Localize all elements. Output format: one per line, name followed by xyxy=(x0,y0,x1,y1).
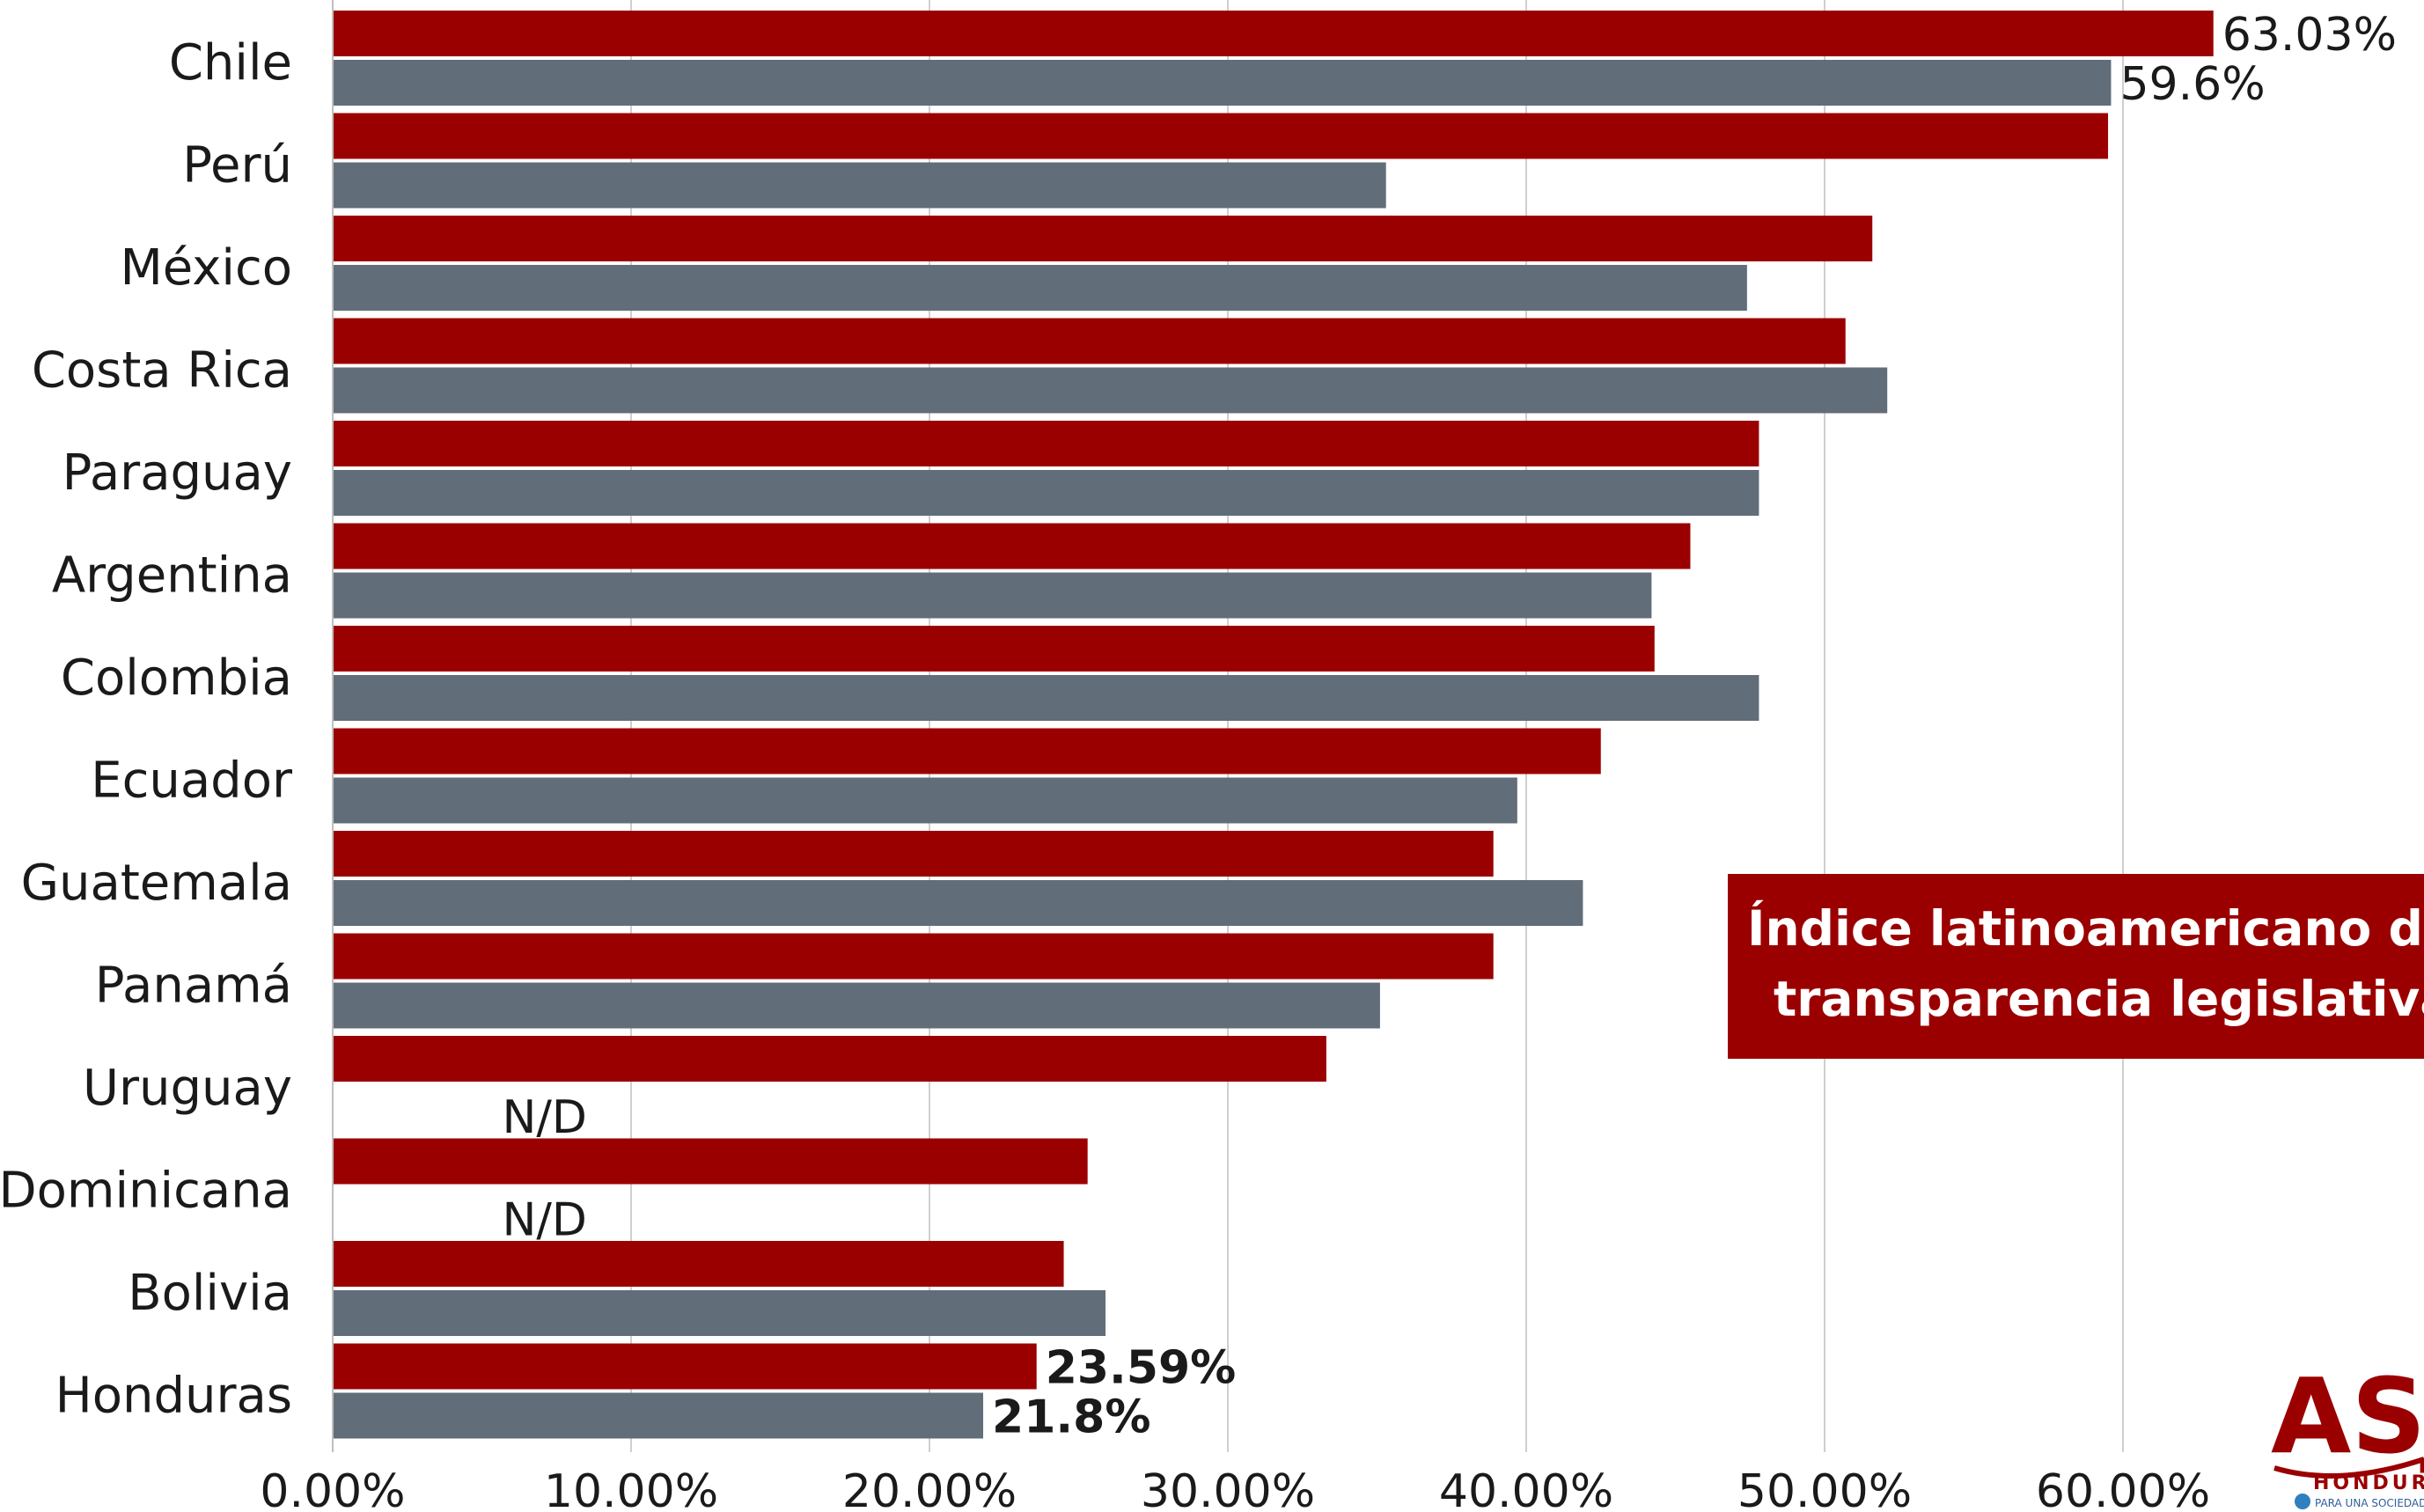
bar-series-2 xyxy=(333,572,1652,619)
x-tick-label: 40.00% xyxy=(1439,1465,1613,1512)
category-label: Dominicana xyxy=(0,1163,292,1220)
bar-series-2 xyxy=(333,265,1747,311)
bar-series-1 xyxy=(333,1343,1037,1390)
data-label: N/D xyxy=(502,1091,586,1144)
logo-letters: ASJ xyxy=(2271,1355,2424,1477)
category-label: Bolivia xyxy=(128,1265,292,1322)
category-label: Paraguay xyxy=(62,444,292,502)
bar-series-2 xyxy=(333,880,1583,926)
data-label: 63.03% xyxy=(2222,9,2397,62)
bar-series-1 xyxy=(333,933,1494,980)
bar-series-1 xyxy=(333,113,2109,159)
bar-series-1 xyxy=(333,523,1691,569)
x-tick-label: 20.00% xyxy=(842,1465,1017,1512)
data-label: 21.8% xyxy=(992,1391,1150,1444)
bar-series-1 xyxy=(333,1036,1326,1082)
logo-subtext: HONDURAS xyxy=(2313,1472,2424,1494)
bar-series-2 xyxy=(333,470,1759,516)
x-tick-label: 50.00% xyxy=(1737,1465,1912,1512)
data-labels: 63.03%59.6% N/D N/D 23.59%21.8% xyxy=(502,9,2397,1444)
category-label: Uruguay xyxy=(83,1060,292,1117)
logo-globe-icon xyxy=(2295,1494,2310,1509)
bar-series-2 xyxy=(333,675,1759,721)
data-label: 23.59% xyxy=(1046,1342,1237,1395)
bar-series-2 xyxy=(333,982,1380,1029)
bar-series-1 xyxy=(333,626,1655,672)
bar-series-2 xyxy=(333,162,1386,209)
bar-series-1 xyxy=(333,421,1759,466)
bar-series-1 xyxy=(333,728,1601,774)
category-labels: Chile Perú México Costa Rica Paraguay Argenti… xyxy=(0,34,293,1425)
bar-series-2 xyxy=(333,367,1888,414)
x-axis-ticks: 0.00% 10.00% 20.00% 30.00% 40.00% 50.00% 60.00… xyxy=(260,1465,2210,1512)
x-tick-label: 10.00% xyxy=(544,1465,718,1512)
chart-title-line-1: Índice latinoamericano de xyxy=(1747,900,2424,957)
data-label: 59.6% xyxy=(2119,58,2265,111)
chart-title: Índice latinoamericano de transparencia … xyxy=(1728,874,2424,1059)
bar-series-2 xyxy=(333,1290,1106,1336)
data-label: N/D xyxy=(502,1194,586,1247)
category-label: Ecuador xyxy=(91,752,293,810)
category-label: Honduras xyxy=(55,1368,292,1425)
category-label: Perú xyxy=(182,137,292,195)
category-label: Panamá xyxy=(95,958,292,1015)
category-label: Guatemala xyxy=(21,855,292,912)
category-label: Chile xyxy=(169,34,292,92)
asj-logo: ASJ HONDURAS PARA UNA SOCIEDAD MÁS JUSTA xyxy=(2271,1355,2424,1509)
category-label: Costa Rica xyxy=(32,342,292,400)
logo-tagline: PARA UNA SOCIEDAD MÁS JUSTA xyxy=(2315,1496,2424,1509)
bar-series-1 xyxy=(333,1241,1064,1287)
x-tick-label: 30.00% xyxy=(1141,1465,1315,1512)
bar-series-2 xyxy=(333,777,1517,824)
bar-series-1 xyxy=(333,318,1846,364)
bar-series-1 xyxy=(333,216,1873,261)
x-tick-label: 0.00% xyxy=(260,1465,405,1512)
bars xyxy=(333,11,2214,1439)
category-label: México xyxy=(120,239,292,297)
chart-title-line-2: transparencia legislativa xyxy=(1774,971,2424,1027)
bar-series-1 xyxy=(333,1138,1088,1185)
bar-series-2 xyxy=(333,1392,984,1439)
logo-swoosh xyxy=(2273,1457,2424,1479)
bar-series-2 xyxy=(333,60,2112,106)
category-label: Argentina xyxy=(52,547,292,605)
bar-series-1 xyxy=(333,831,1494,877)
x-tick-label: 60.00% xyxy=(2036,1465,2210,1512)
category-label: Colombia xyxy=(61,650,292,707)
bar-series-1 xyxy=(333,11,2214,56)
